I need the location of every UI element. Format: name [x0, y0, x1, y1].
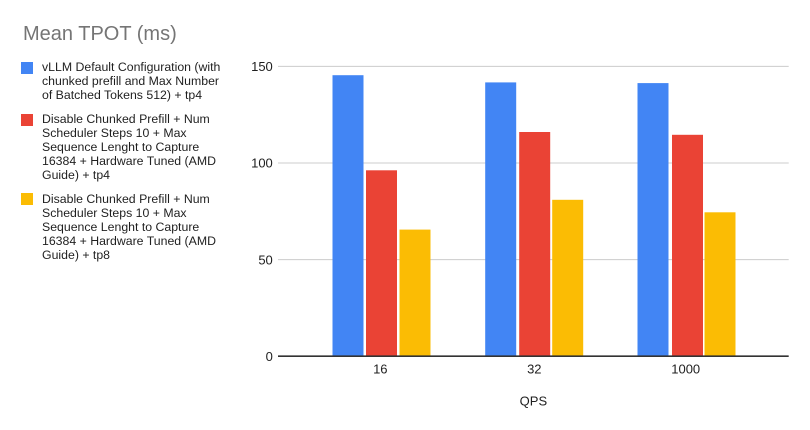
svg-text:50: 50	[258, 252, 272, 267]
svg-text:0: 0	[266, 349, 273, 364]
svg-text:16: 16	[373, 361, 387, 376]
svg-text:100: 100	[251, 156, 273, 171]
svg-text:QPS: QPS	[520, 393, 548, 408]
svg-text:32: 32	[527, 361, 541, 376]
svg-text:1000: 1000	[671, 361, 700, 376]
svg-text:150: 150	[251, 59, 273, 74]
